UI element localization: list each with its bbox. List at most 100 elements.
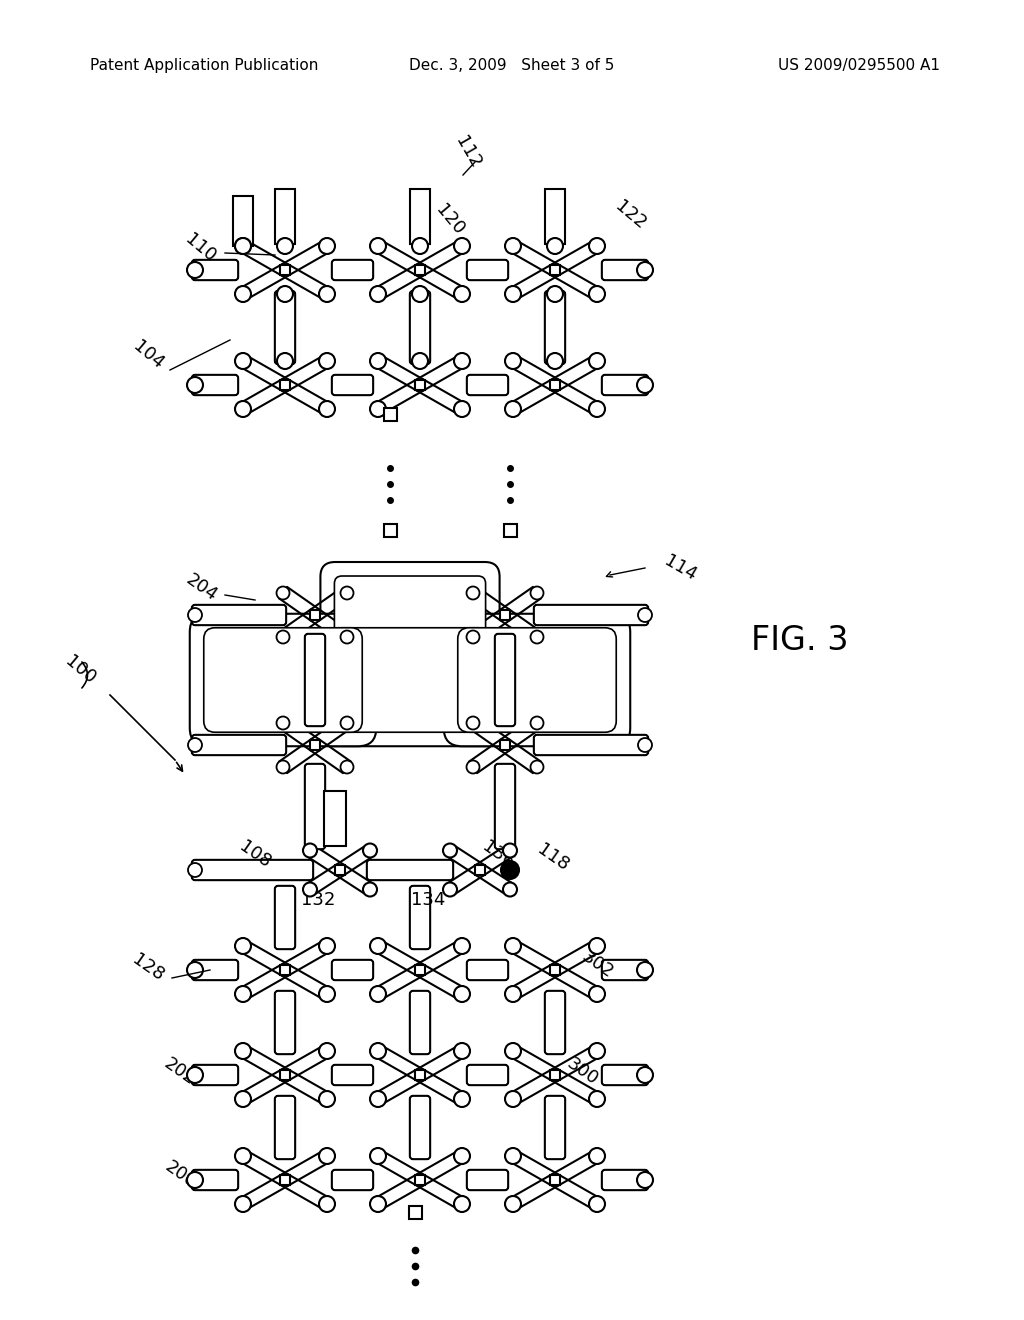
FancyBboxPatch shape [602, 960, 648, 981]
Circle shape [547, 286, 563, 302]
Circle shape [505, 286, 521, 302]
FancyBboxPatch shape [443, 614, 630, 746]
Circle shape [319, 238, 335, 253]
Circle shape [303, 883, 317, 896]
Text: 112: 112 [452, 133, 484, 172]
Circle shape [505, 238, 521, 253]
Polygon shape [282, 264, 330, 300]
Polygon shape [282, 355, 330, 391]
Bar [550, 380, 560, 389]
Circle shape [454, 401, 470, 417]
Polygon shape [311, 717, 351, 751]
FancyBboxPatch shape [332, 960, 373, 981]
FancyBboxPatch shape [204, 628, 362, 733]
Circle shape [443, 843, 457, 858]
Circle shape [467, 760, 479, 774]
Circle shape [454, 1092, 470, 1107]
Circle shape [637, 378, 653, 393]
Polygon shape [510, 940, 558, 975]
Circle shape [319, 352, 335, 370]
Bar [504, 524, 516, 536]
Text: 104: 104 [129, 337, 167, 372]
Circle shape [276, 631, 290, 644]
FancyBboxPatch shape [191, 260, 239, 280]
Circle shape [187, 378, 203, 393]
Polygon shape [375, 1175, 423, 1209]
FancyBboxPatch shape [458, 628, 616, 733]
Bar [409, 1205, 422, 1218]
Circle shape [589, 1196, 605, 1212]
Polygon shape [282, 1175, 330, 1209]
Circle shape [319, 986, 335, 1002]
Circle shape [362, 883, 377, 896]
FancyBboxPatch shape [191, 375, 239, 395]
FancyBboxPatch shape [274, 1096, 295, 1159]
Circle shape [530, 586, 544, 599]
Circle shape [412, 286, 428, 302]
Polygon shape [552, 379, 600, 414]
Circle shape [188, 738, 202, 752]
Polygon shape [469, 587, 509, 620]
Circle shape [637, 962, 653, 978]
Bar [280, 965, 290, 975]
Bar [280, 1175, 290, 1185]
FancyBboxPatch shape [191, 1065, 239, 1085]
Circle shape [370, 352, 386, 370]
FancyBboxPatch shape [191, 605, 286, 626]
Circle shape [278, 286, 293, 302]
Bar [280, 1071, 290, 1080]
Circle shape [589, 1043, 605, 1059]
Circle shape [319, 286, 335, 302]
Circle shape [589, 238, 605, 253]
FancyBboxPatch shape [189, 614, 376, 746]
Text: 120: 120 [432, 201, 468, 239]
FancyBboxPatch shape [274, 290, 295, 364]
FancyBboxPatch shape [467, 1170, 508, 1191]
Bar [335, 865, 345, 875]
Polygon shape [510, 355, 558, 391]
Bar [415, 380, 425, 389]
Circle shape [234, 1092, 251, 1107]
Polygon shape [510, 379, 558, 414]
Bar [280, 265, 290, 275]
Circle shape [454, 986, 470, 1002]
Polygon shape [417, 264, 465, 300]
Bar [475, 865, 485, 875]
Bar [310, 741, 319, 750]
Circle shape [362, 843, 377, 858]
Circle shape [319, 1196, 335, 1212]
Circle shape [454, 286, 470, 302]
Bar [280, 380, 290, 389]
Polygon shape [311, 587, 351, 620]
Circle shape [505, 1092, 521, 1107]
Polygon shape [279, 587, 319, 620]
Circle shape [370, 1196, 386, 1212]
Circle shape [503, 843, 517, 858]
FancyBboxPatch shape [331, 628, 489, 733]
Circle shape [370, 238, 386, 253]
Polygon shape [469, 610, 509, 643]
Circle shape [303, 843, 317, 858]
Text: 128: 128 [129, 950, 167, 985]
Text: 302: 302 [579, 948, 617, 982]
Polygon shape [510, 1069, 558, 1105]
Circle shape [319, 939, 335, 954]
Circle shape [187, 261, 203, 279]
Bar [233, 195, 253, 246]
Circle shape [187, 962, 203, 978]
FancyBboxPatch shape [332, 375, 373, 395]
Circle shape [341, 631, 353, 644]
Circle shape [370, 1043, 386, 1059]
FancyBboxPatch shape [545, 1096, 565, 1159]
Bar [545, 189, 565, 244]
FancyBboxPatch shape [410, 290, 430, 364]
Bar [550, 1175, 560, 1185]
FancyBboxPatch shape [305, 764, 326, 849]
Polygon shape [552, 355, 600, 391]
FancyBboxPatch shape [321, 562, 500, 668]
FancyBboxPatch shape [305, 634, 326, 726]
FancyBboxPatch shape [495, 764, 515, 849]
Circle shape [530, 631, 544, 644]
Circle shape [454, 1148, 470, 1164]
FancyBboxPatch shape [467, 960, 508, 981]
